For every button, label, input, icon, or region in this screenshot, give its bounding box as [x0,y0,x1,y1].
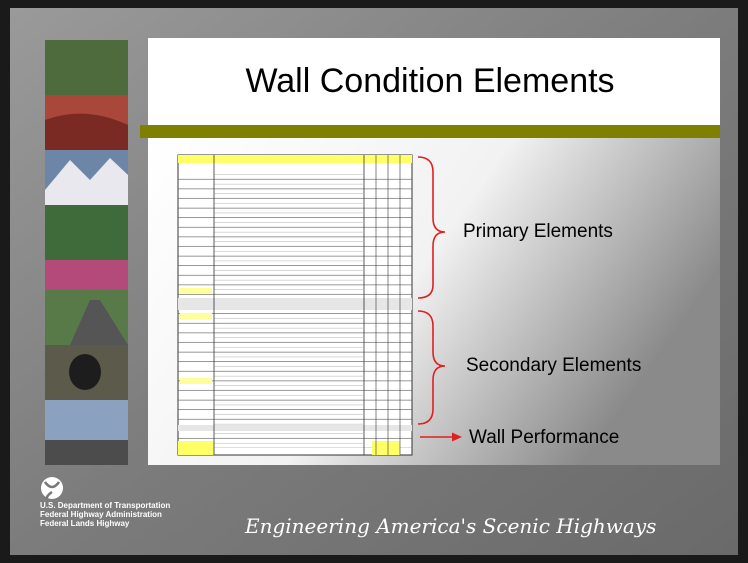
label-performance: Wall Performance [469,427,619,448]
label-secondary: Secondary Elements [466,355,641,376]
agency-line: Federal Highway Administration [40,510,162,519]
agency-line: U.S. Department of Transportation [40,501,170,510]
arrow-head [452,432,462,442]
agency-line: Federal Lands Highway [40,519,130,528]
condition-table [177,154,413,456]
slide-title: Wall Condition Elements [245,62,614,100]
braces [417,156,455,438]
fhwa-logo [41,477,63,500]
title-box [148,38,720,125]
photo-strip [45,40,128,465]
label-primary: Primary Elements [463,221,613,242]
tagline: Engineering America's Scenic Highways [244,514,656,538]
accent-bar [140,125,720,138]
